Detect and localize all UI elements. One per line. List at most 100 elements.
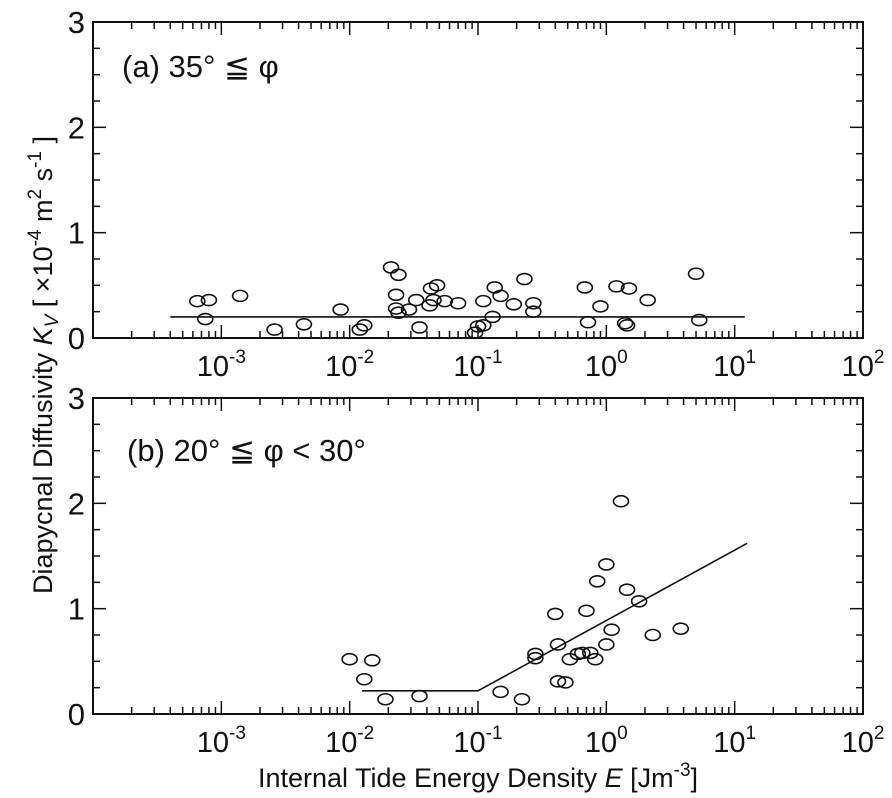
x-tick-label: 10-1	[453, 347, 502, 383]
data-point	[687, 267, 705, 281]
data-point	[266, 323, 283, 336]
data-point	[484, 310, 501, 324]
data-point	[411, 321, 428, 334]
data-point	[355, 319, 373, 332]
panel-b: (b) 20° ≦ φ < 30° 10-3 10-2 10-1 100 101 102 …	[68, 381, 885, 759]
x-tick-label: 10-1	[453, 723, 502, 759]
data-point	[492, 685, 509, 699]
y-tick-label: 3	[68, 5, 85, 40]
data-point	[612, 494, 630, 508]
data-point	[475, 319, 492, 332]
fit-line	[362, 542, 748, 692]
data-point	[578, 604, 595, 618]
y-axis-label: Diapycnal Diffusivity KV [ ×10-4 m2 s-1 …	[25, 136, 63, 594]
data-point	[400, 303, 418, 316]
data-point	[411, 689, 428, 703]
data-point	[525, 296, 542, 310]
data-point	[525, 305, 542, 318]
data-point	[618, 583, 636, 597]
data-point	[603, 623, 620, 637]
data-point	[581, 646, 599, 660]
y-tick-label: 2	[68, 110, 85, 145]
y-tick-label: 2	[68, 486, 85, 521]
data-point	[355, 672, 373, 686]
data-point	[387, 288, 405, 302]
data-point	[598, 638, 615, 651]
x-tick-label: 102	[842, 723, 885, 759]
data-point	[672, 622, 690, 635]
y-tick-label: 1	[68, 216, 85, 251]
data-point	[620, 282, 638, 295]
data-point	[639, 293, 656, 307]
data-point	[295, 318, 313, 331]
data-point	[475, 294, 492, 308]
data-point	[363, 653, 381, 667]
x-axis-label: Internal Tide Energy Density E [Jm-3]	[258, 760, 698, 793]
data-point	[492, 289, 509, 303]
y-tick-label: 3	[68, 381, 85, 416]
data-point	[576, 281, 594, 294]
data-point	[513, 692, 531, 706]
data-point	[690, 313, 708, 327]
x-tick-label: 101	[713, 723, 756, 759]
data-point	[377, 692, 394, 706]
data-point	[231, 289, 249, 303]
data-point	[598, 558, 615, 571]
data-point	[618, 319, 636, 332]
data-point	[196, 312, 214, 326]
panel-a-y-tick-labels: 0 1 2 3	[68, 5, 85, 356]
data-point	[527, 651, 544, 665]
data-point	[588, 574, 606, 588]
data-point	[382, 261, 400, 274]
data-point	[341, 652, 358, 666]
x-tick-label: 102	[842, 347, 885, 383]
data-point	[466, 326, 484, 340]
panel-b-ticks	[92, 397, 863, 715]
data-point	[549, 638, 567, 651]
panel-b-fit	[362, 542, 748, 692]
data-point	[486, 281, 504, 294]
data-point	[586, 652, 604, 666]
data-point	[549, 675, 567, 688]
y-tick-label: 0	[68, 321, 85, 356]
data-point	[516, 272, 533, 286]
panel-b-x-tick-labels: 10-3 10-2 10-1 100 101 102	[197, 723, 885, 759]
x-tick-label: 100	[585, 347, 628, 383]
y-axis-symbol: K	[28, 326, 58, 345]
y-tick-label: 1	[68, 592, 85, 627]
data-point	[505, 297, 523, 311]
x-tick-label: 101	[713, 347, 756, 383]
data-point	[579, 315, 597, 329]
data-point	[644, 628, 662, 642]
panel-a-x-tick-labels: 10-3 10-2 10-1 100 101 102	[197, 347, 885, 383]
x-tick-label: 10-2	[325, 347, 374, 383]
panel-b-points	[341, 494, 690, 706]
data-point	[390, 306, 407, 320]
panel-a-points	[189, 261, 708, 340]
y-tick-label: 0	[68, 697, 85, 732]
x-tick-label: 10-3	[197, 347, 246, 383]
data-point	[630, 594, 648, 608]
panel-a-ticks	[92, 21, 863, 339]
data-point	[421, 299, 438, 312]
panel-b-y-tick-labels: 0 1 2 3	[68, 381, 85, 732]
data-point	[616, 316, 634, 330]
data-point	[608, 280, 625, 293]
data-point	[527, 647, 544, 661]
panel-a: (a) 35° ≦ φ 10-3 10-2 10-1 100 101 102 0 1 2 3	[68, 5, 885, 383]
x-tick-label: 10-3	[197, 723, 246, 759]
data-point	[407, 293, 425, 307]
x-axis-symbol: E	[605, 763, 624, 793]
panel-a-label: (a) 35° ≦ φ	[122, 49, 279, 84]
data-point	[546, 607, 564, 621]
data-point	[428, 279, 446, 292]
x-tick-label: 100	[585, 723, 628, 759]
data-point	[189, 294, 206, 308]
x-tick-label: 10-2	[325, 723, 374, 759]
data-point	[390, 268, 407, 282]
data-point	[574, 646, 591, 660]
data-point	[449, 296, 467, 310]
data-point	[332, 303, 349, 316]
panel-b-label: (b) 20° ≦ φ < 30°	[127, 433, 366, 468]
